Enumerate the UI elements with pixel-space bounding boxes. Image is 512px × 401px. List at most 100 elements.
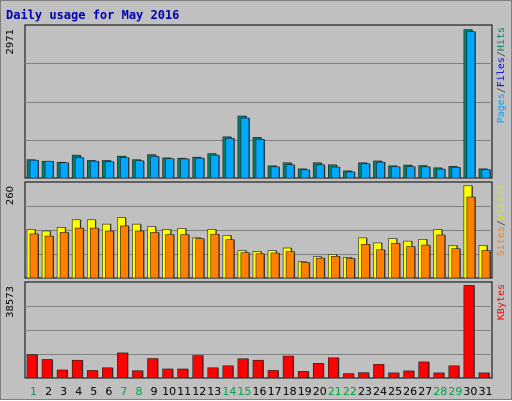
top-max-label: 2971 bbox=[5, 29, 16, 54]
bottom-bar-kbytes bbox=[463, 285, 475, 379]
top-legend-item: / bbox=[496, 51, 507, 57]
bottom-bar-kbytes bbox=[373, 364, 384, 379]
middle-bar-sites bbox=[195, 238, 205, 279]
x-tick-label: 17 bbox=[268, 385, 282, 398]
top-bar-pages bbox=[391, 166, 400, 179]
top-legend-item: Pages bbox=[496, 93, 507, 123]
bottom-bar-kbytes bbox=[192, 355, 204, 379]
bottom-bar-kbytes bbox=[147, 358, 158, 379]
x-tick-label: 28 bbox=[433, 385, 447, 398]
top-bar-pages bbox=[300, 169, 310, 179]
x-tick-label: 30 bbox=[463, 385, 477, 398]
middle-bar-sites bbox=[466, 196, 476, 279]
top-bar-pages bbox=[421, 166, 430, 179]
bottom-bar-kbytes bbox=[312, 363, 324, 379]
x-tick-label: 20 bbox=[313, 385, 327, 398]
x-tick-label: 3 bbox=[60, 385, 67, 398]
middle-bar-sites bbox=[285, 251, 295, 279]
x-tick-label: 22 bbox=[343, 385, 357, 398]
middle-bar-sites bbox=[270, 252, 280, 279]
bottom-bar-kbytes bbox=[56, 369, 68, 379]
middle-bar-sites bbox=[436, 234, 446, 279]
bottom-bar-kbytes bbox=[297, 371, 309, 379]
bottom-bar-kbytes bbox=[86, 370, 98, 379]
top-bar-pages bbox=[285, 164, 295, 179]
bottom-bar-kbytes bbox=[282, 355, 294, 379]
top-bar-pages bbox=[376, 161, 385, 179]
x-tick-label: 10 bbox=[162, 385, 176, 398]
x-tick-label: 23 bbox=[358, 385, 372, 398]
bottom-bar-kbytes bbox=[433, 372, 445, 379]
x-tick-label: 27 bbox=[418, 385, 432, 398]
middle-legend: Sites/Visits bbox=[496, 184, 507, 256]
bottom-bar-kbytes bbox=[41, 359, 53, 379]
middle-bar-sites bbox=[330, 256, 340, 279]
top-bar-pages bbox=[330, 166, 340, 179]
x-tick-label: 15 bbox=[237, 385, 251, 398]
top-bar-pages bbox=[451, 167, 461, 179]
x-tick-label: 12 bbox=[192, 385, 206, 398]
x-tick-label: 31 bbox=[478, 385, 492, 398]
top-bar-pages bbox=[361, 163, 370, 179]
bottom-bar-kbytes bbox=[102, 367, 113, 379]
middle-bar-sites bbox=[361, 244, 370, 279]
top-bar-pages bbox=[466, 31, 476, 179]
middle-bar-sites bbox=[29, 233, 39, 279]
x-tick-label: 29 bbox=[448, 385, 462, 398]
bottom-bar-kbytes bbox=[358, 372, 369, 379]
bottom-bar-kbytes bbox=[237, 358, 249, 379]
x-tick-label: 13 bbox=[207, 385, 221, 398]
middle-bar-sites bbox=[165, 234, 174, 279]
top-legend-item: Files bbox=[496, 57, 507, 87]
top-bar-pages bbox=[150, 156, 159, 179]
bottom-bar-kbytes bbox=[327, 357, 339, 379]
top-bar-pages bbox=[180, 158, 189, 179]
middle-bar-sites bbox=[135, 230, 144, 279]
bottom-bar-kbytes bbox=[132, 370, 143, 379]
x-tick-label: 1 bbox=[30, 385, 37, 398]
middle-bar-sites bbox=[406, 246, 415, 279]
x-tick-label: 21 bbox=[328, 385, 342, 398]
top-legend-item: / bbox=[496, 87, 507, 93]
top-bar-pages bbox=[74, 157, 84, 179]
top-bar-pages bbox=[436, 168, 446, 179]
top-bar-pages bbox=[270, 166, 280, 179]
bottom-bar-kbytes bbox=[343, 373, 354, 379]
middle-bar-sites bbox=[210, 233, 220, 279]
x-tick-label: 14 bbox=[222, 385, 236, 398]
x-tick-label: 9 bbox=[151, 385, 158, 398]
x-tick-label: 11 bbox=[177, 385, 191, 398]
middle-bar-sites bbox=[180, 234, 189, 279]
x-tick-label: 25 bbox=[388, 385, 402, 398]
x-tick-label: 8 bbox=[135, 385, 142, 398]
bottom-bar-kbytes bbox=[71, 359, 83, 379]
bottom-legend: KBytes bbox=[496, 284, 507, 320]
top-bar-pages bbox=[195, 157, 205, 179]
middle-legend-item: Visits bbox=[496, 184, 507, 220]
top-bar-pages bbox=[406, 166, 415, 179]
bottom-bar-kbytes bbox=[418, 361, 429, 379]
x-tick-label: 7 bbox=[120, 385, 127, 398]
bottom-bar-kbytes bbox=[403, 370, 414, 379]
bottom-max-label: 38573 bbox=[5, 286, 16, 318]
top-bar-pages bbox=[315, 164, 325, 179]
x-tick-label: 26 bbox=[403, 385, 417, 398]
top-bar-pages bbox=[165, 158, 174, 179]
bottom-bar-kbytes bbox=[222, 365, 234, 379]
middle-bar-sites bbox=[120, 225, 129, 279]
x-tick-label: 5 bbox=[90, 385, 97, 398]
bottom-bar-kbytes bbox=[388, 372, 399, 379]
middle-bar-sites bbox=[105, 230, 114, 279]
middle-bar-sites bbox=[150, 232, 159, 279]
bottom-bar-kbytes bbox=[26, 354, 38, 379]
top-legend-item: Hits bbox=[496, 27, 507, 51]
middle-bar-sites bbox=[89, 227, 99, 279]
top-bar-pages bbox=[135, 160, 144, 179]
x-tick-label: 6 bbox=[105, 385, 112, 398]
middle-max-label: 260 bbox=[5, 186, 16, 205]
top-bar-pages bbox=[346, 171, 355, 179]
middle-bar-sites bbox=[240, 252, 250, 279]
top-bar-pages bbox=[225, 138, 235, 179]
